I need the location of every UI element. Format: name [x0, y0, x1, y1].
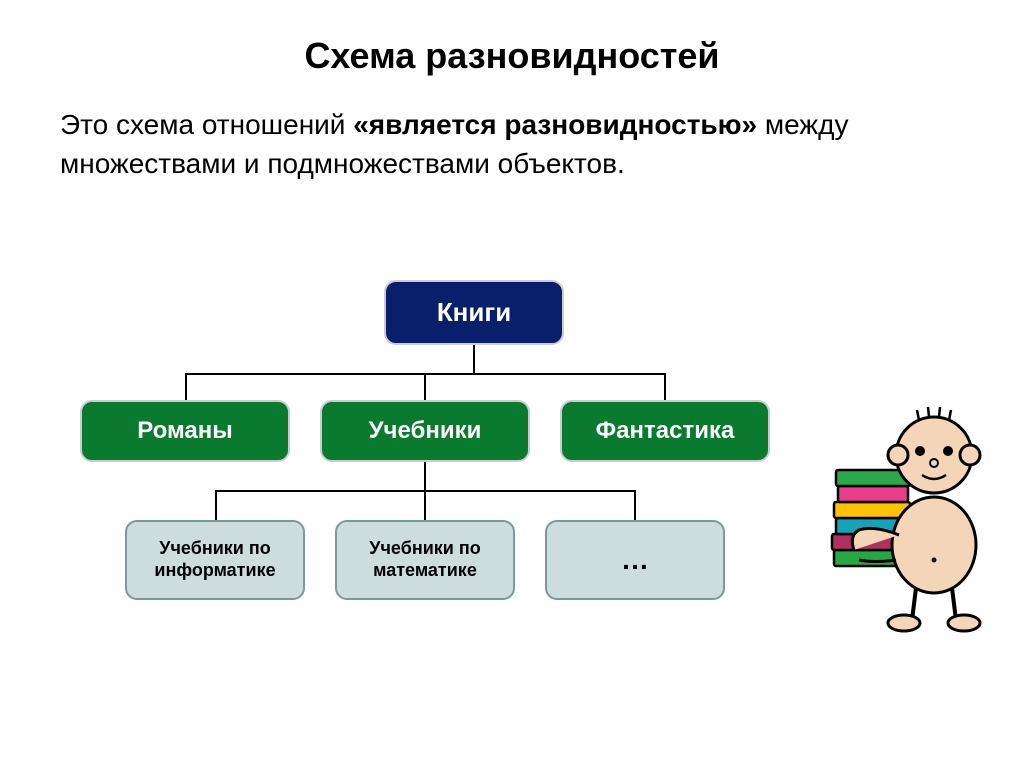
connector-vline — [473, 345, 475, 373]
tree-node-level2: Учебники — [320, 400, 530, 462]
node-label: Книги — [437, 297, 511, 328]
description-text: Это схема отношений «является разновидно… — [0, 77, 1024, 183]
connector-drop — [424, 490, 426, 520]
node-label: Учебники по математике — [342, 538, 508, 581]
desc-prefix: Это схема отношений — [60, 109, 353, 140]
connector-drop — [664, 373, 666, 400]
connector-drop — [215, 490, 217, 520]
connector-drop — [185, 373, 187, 400]
tree-node-level3: Учебники по информатике — [125, 520, 305, 600]
connector-vline — [424, 462, 426, 490]
desc-bold: «является разновидностью» — [353, 109, 757, 140]
tree-root-node: Книги — [384, 280, 564, 345]
node-label: Учебники по информатике — [132, 538, 298, 581]
character-illustration — [804, 395, 1004, 640]
node-label: Учебники — [369, 417, 482, 445]
node-label: Романы — [137, 417, 233, 445]
page-title: Схема разновидностей — [0, 0, 1024, 77]
tree-node-level2: Романы — [80, 400, 290, 462]
connector-drop — [634, 490, 636, 520]
connector-drop — [424, 373, 426, 400]
node-label: … — [621, 543, 649, 577]
character-icon — [804, 395, 1004, 635]
tree-node-level3: … — [545, 520, 725, 600]
node-label: Фантастика — [596, 417, 735, 445]
tree-node-level2: Фантастика — [560, 400, 770, 462]
tree-node-level3: Учебники по математике — [335, 520, 515, 600]
